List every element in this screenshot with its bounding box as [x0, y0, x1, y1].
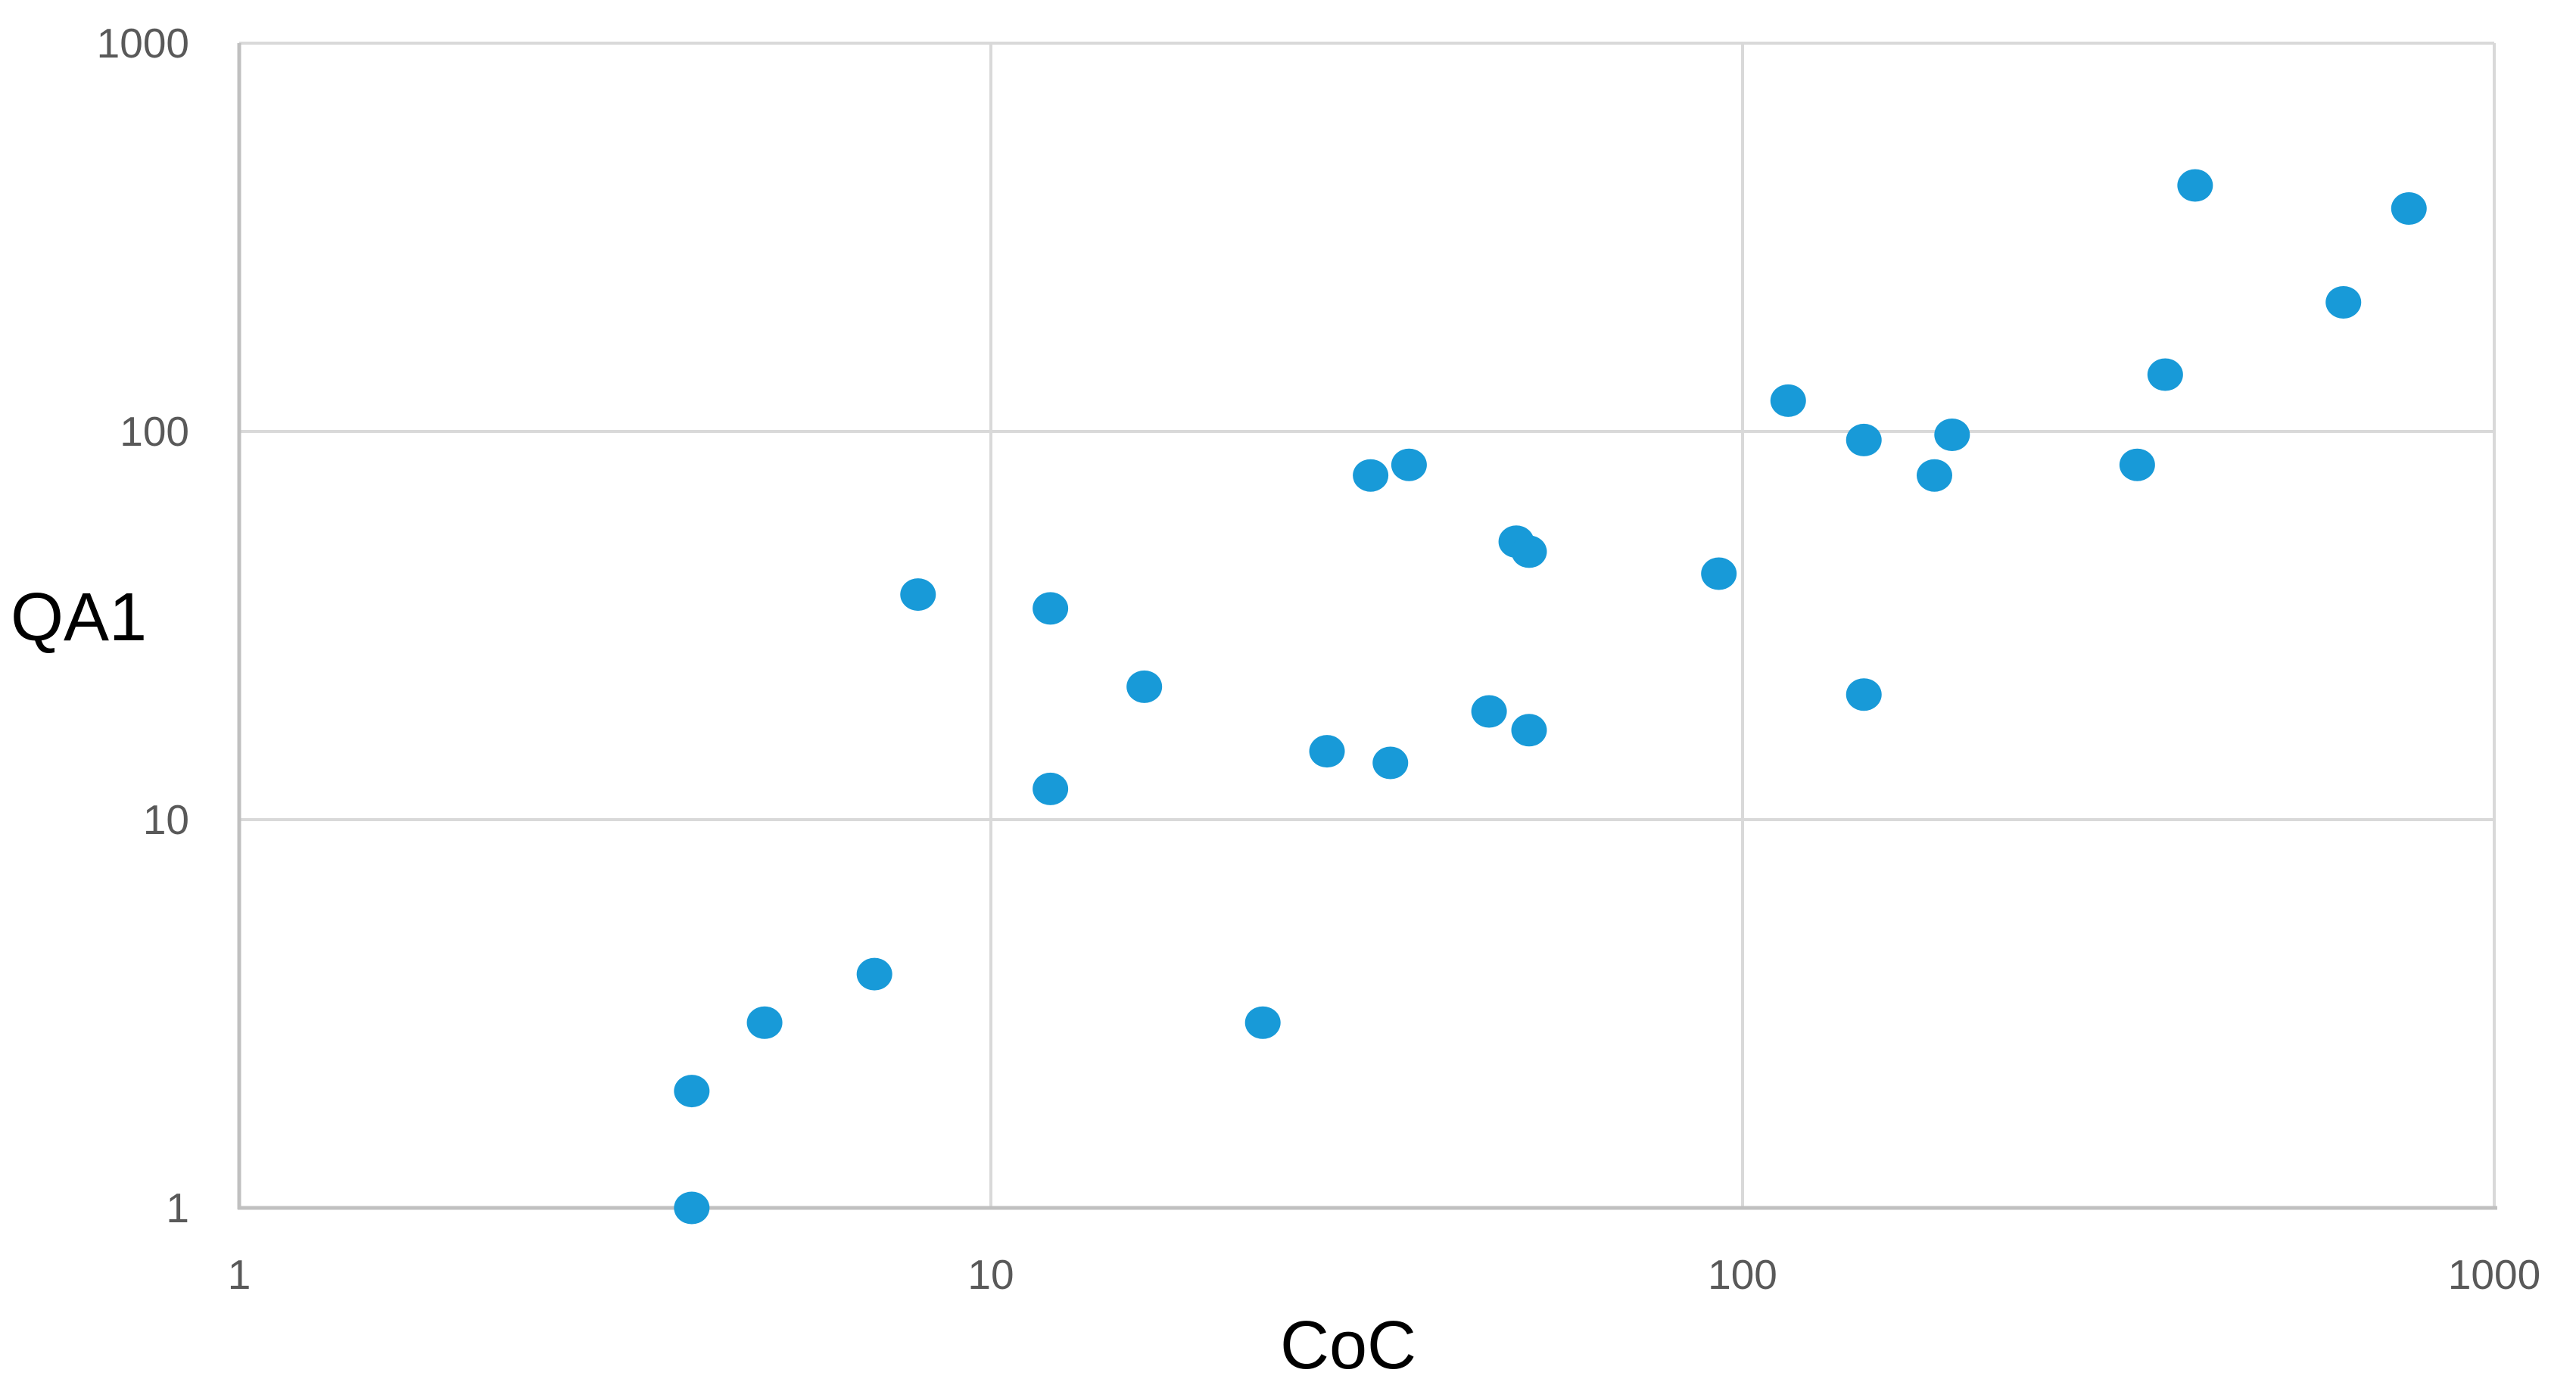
data-point[interactable]: [1934, 419, 1970, 452]
data-point[interactable]: [1511, 714, 1547, 747]
y-tick-label-100: 100: [120, 408, 189, 455]
data-point[interactable]: [2119, 448, 2155, 481]
y-tick-label-1: 1: [166, 1184, 189, 1231]
data-point[interactable]: [1391, 448, 1427, 481]
data-point[interactable]: [2391, 192, 2427, 226]
data-point[interactable]: [1309, 735, 1345, 768]
x-axis-tick-labels: 1 10 100 1000: [228, 1251, 2540, 1298]
y-axis-title: QA1: [11, 580, 147, 655]
data-point[interactable]: [1126, 670, 1163, 703]
x-axis-title: CoC: [1280, 1308, 1416, 1383]
x-tick-label-1: 1: [228, 1251, 251, 1298]
data-point-series: [674, 169, 2427, 1225]
data-point[interactable]: [1511, 535, 1547, 568]
data-point[interactable]: [900, 578, 936, 612]
data-point[interactable]: [1353, 459, 1389, 492]
data-point[interactable]: [1471, 695, 1507, 728]
data-point[interactable]: [674, 1191, 710, 1225]
data-point[interactable]: [746, 1006, 783, 1039]
x-tick-label-10: 10: [967, 1251, 1014, 1298]
x-tick-label-1000: 1000: [2448, 1251, 2540, 1298]
data-point[interactable]: [1244, 1006, 1281, 1039]
data-point[interactable]: [2147, 358, 2183, 391]
data-point[interactable]: [674, 1075, 710, 1108]
y-tick-label-1000: 1000: [97, 20, 189, 67]
data-point[interactable]: [856, 957, 892, 991]
data-point[interactable]: [2325, 285, 2362, 319]
data-point[interactable]: [1033, 592, 1069, 625]
y-tick-label-10: 10: [143, 796, 189, 843]
x-tick-label-100: 100: [1708, 1251, 1777, 1298]
y-axis-tick-labels: 1 10 100 1000: [97, 20, 189, 1231]
data-point[interactable]: [1916, 459, 1952, 492]
data-point[interactable]: [1033, 772, 1069, 805]
data-point[interactable]: [1372, 746, 1409, 780]
data-point[interactable]: [1846, 678, 1882, 711]
axes: [237, 43, 2497, 1210]
data-point[interactable]: [1701, 557, 1737, 590]
data-point[interactable]: [1846, 423, 1882, 456]
gridlines: [239, 42, 2496, 1208]
data-point[interactable]: [1770, 384, 1806, 417]
data-point[interactable]: [2177, 169, 2213, 202]
